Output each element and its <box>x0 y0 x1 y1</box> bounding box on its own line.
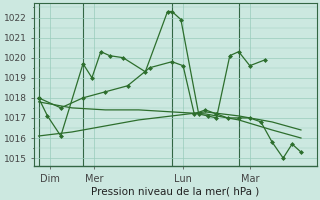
X-axis label: Pression niveau de la mer( hPa ): Pression niveau de la mer( hPa ) <box>91 187 260 197</box>
